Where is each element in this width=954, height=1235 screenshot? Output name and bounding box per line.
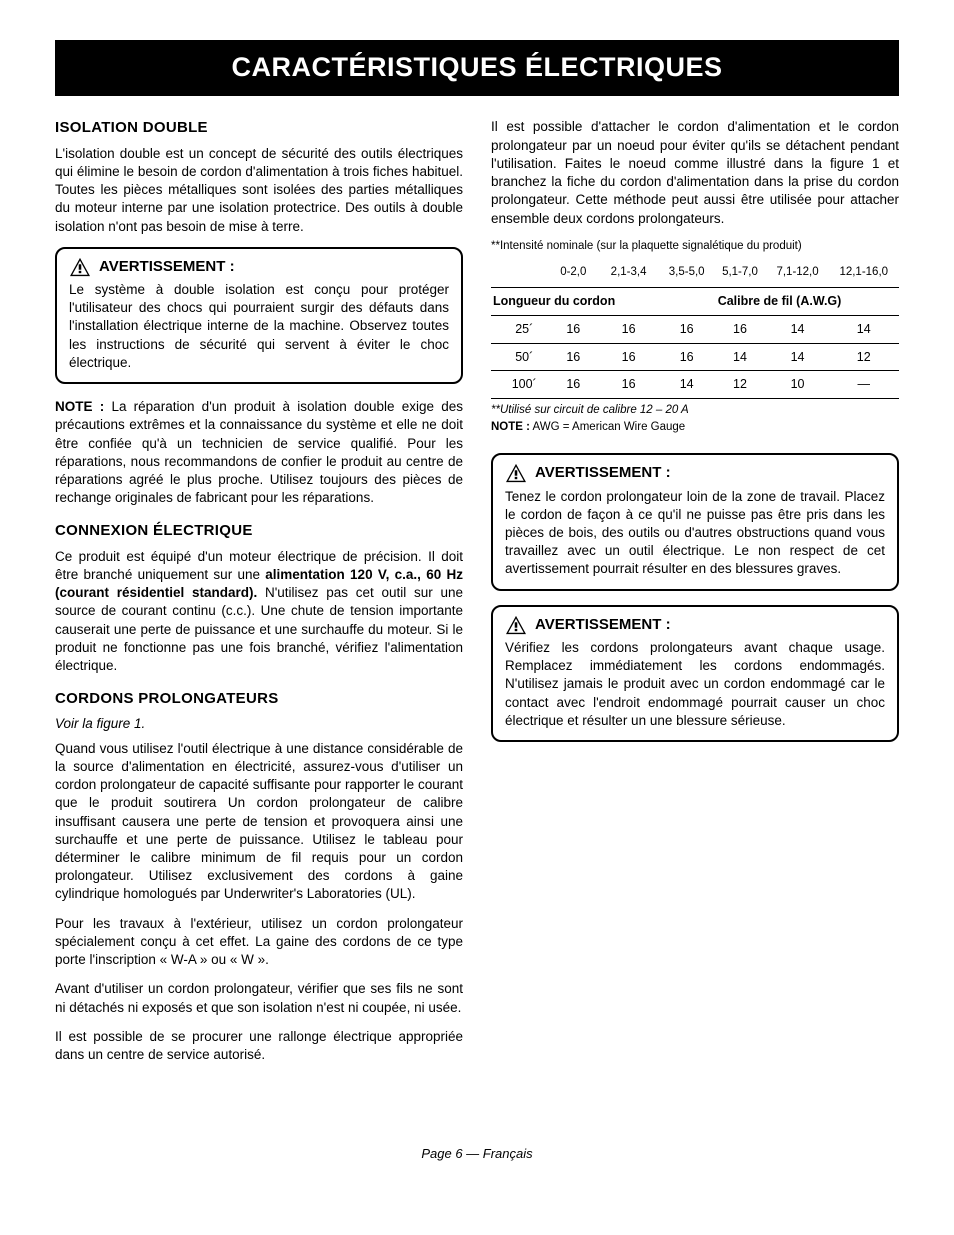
table-row: 50´ 16 16 16 14 14 12 xyxy=(491,343,899,371)
para-cord3: Avant d'utiliser un cordon prolongateur,… xyxy=(55,980,463,1016)
amp-4: 7,1-12,0 xyxy=(767,260,829,287)
cell: 16 xyxy=(597,315,660,343)
cell: 12 xyxy=(713,371,766,399)
amp-0: 0-2,0 xyxy=(549,260,597,287)
cell: 14 xyxy=(713,343,766,371)
warning-icon xyxy=(69,257,91,277)
warning-3-title: AVERTISSEMENT : xyxy=(535,615,671,635)
page-banner: CARACTÉRISTIQUES ÉLECTRIQUES xyxy=(55,40,899,96)
cell: 14 xyxy=(660,371,713,399)
awg-amp-row: 0-2,0 2,1-3,4 3,5-5,0 5,1-7,0 7,1-12,0 1… xyxy=(491,260,899,287)
amp-5: 12,1-16,0 xyxy=(829,260,900,287)
awg-hdr-left: Longueur du cordon xyxy=(491,287,660,315)
warning-3-header: AVERTISSEMENT : xyxy=(505,615,885,635)
awg-table-wrap: **Intensité nominale (sur la plaquette s… xyxy=(491,239,899,436)
para-cord2: Pour les travaux à l'extérieur, utilisez… xyxy=(55,915,463,970)
warning-2-title: AVERTISSEMENT : xyxy=(535,463,671,483)
cell: 16 xyxy=(549,315,597,343)
two-column-layout: ISOLATION DOUBLE L'isolation double est … xyxy=(55,118,899,1075)
cell: — xyxy=(829,371,900,399)
warning-1-title: AVERTISSEMENT : xyxy=(99,257,235,277)
cell: 16 xyxy=(549,343,597,371)
cell: 16 xyxy=(597,343,660,371)
awg-footnote-1: **Utilisé sur circuit de calibre 12 – 20… xyxy=(491,403,899,419)
warning-icon xyxy=(505,463,527,483)
awg-hdr-right: Calibre de fil (A.W.G) xyxy=(660,287,899,315)
cell: 16 xyxy=(549,371,597,399)
page-footer: Page 6 — Français xyxy=(55,1145,899,1163)
para-note: NOTE : La réparation d'un produit à isol… xyxy=(55,398,463,507)
note-body: La réparation d'un produit à isolation d… xyxy=(55,399,463,505)
amp-3: 5,1-7,0 xyxy=(713,260,766,287)
left-column: ISOLATION DOUBLE L'isolation double est … xyxy=(55,118,463,1075)
cell: 14 xyxy=(829,315,900,343)
warning-1-header: AVERTISSEMENT : xyxy=(69,257,449,277)
warning-box-2: AVERTISSEMENT : Tenez le cordon prolonga… xyxy=(491,453,899,590)
amp-1: 2,1-3,4 xyxy=(597,260,660,287)
awg-table-caption: **Intensité nominale (sur la plaquette s… xyxy=(491,239,899,255)
cell: 14 xyxy=(767,315,829,343)
warning-box-1: AVERTISSEMENT : Le système à double isol… xyxy=(55,247,463,384)
heading-cordons: CORDONS PROLONGATEURS xyxy=(55,689,463,709)
warning-1-body: Le système à double isolation est conçu … xyxy=(69,281,449,372)
awg-foot2-lead: NOTE : xyxy=(491,421,530,433)
awg-foot2-rest: AWG = American Wire Gauge xyxy=(530,421,685,433)
heading-connexion: CONNEXION ÉLECTRIQUE xyxy=(55,521,463,541)
awg-header-row: Longueur du cordon Calibre de fil (A.W.G… xyxy=(491,287,899,315)
cell: 10 xyxy=(767,371,829,399)
awg-table: 0-2,0 2,1-3,4 3,5-5,0 5,1-7,0 7,1-12,0 1… xyxy=(491,260,899,399)
cell: 16 xyxy=(713,315,766,343)
right-column: Il est possible d'attacher le cordon d'a… xyxy=(491,118,899,1075)
awg-footnote-2: NOTE : AWG = American Wire Gauge xyxy=(491,420,899,436)
len-1: 50´ xyxy=(491,343,549,371)
cell: 16 xyxy=(660,343,713,371)
warning-box-3: AVERTISSEMENT : Vérifiez les cordons pro… xyxy=(491,605,899,742)
cell: 12 xyxy=(829,343,900,371)
len-0: 25´ xyxy=(491,315,549,343)
para-connexion: Ce produit est équipé d'un moteur électr… xyxy=(55,548,463,676)
fig-ref: Voir la figure 1. xyxy=(55,715,463,733)
warning-2-header: AVERTISSEMENT : xyxy=(505,463,885,483)
table-row: 25´ 16 16 16 16 14 14 xyxy=(491,315,899,343)
para-cord4: Il est possible de se procurer une rallo… xyxy=(55,1028,463,1064)
cell: 16 xyxy=(660,315,713,343)
amp-2: 3,5-5,0 xyxy=(660,260,713,287)
len-2: 100´ xyxy=(491,371,549,399)
note-lead: NOTE : xyxy=(55,399,104,414)
cell: 14 xyxy=(767,343,829,371)
para-cord1: Quand vous utilisez l'outil électrique à… xyxy=(55,740,463,904)
warning-3-body: Vérifiez les cordons prolongateurs avant… xyxy=(505,639,885,730)
table-row: 100´ 16 16 14 12 10 — xyxy=(491,371,899,399)
cell: 16 xyxy=(597,371,660,399)
warning-icon xyxy=(505,615,527,635)
warning-2-body: Tenez le cordon prolongateur loin de la … xyxy=(505,488,885,579)
para-isolation: L'isolation double est un concept de séc… xyxy=(55,145,463,236)
fig-ref-text: Voir la figure 1. xyxy=(55,716,145,731)
para-right-top: Il est possible d'attacher le cordon d'a… xyxy=(491,118,899,227)
heading-isolation: ISOLATION DOUBLE xyxy=(55,118,463,138)
